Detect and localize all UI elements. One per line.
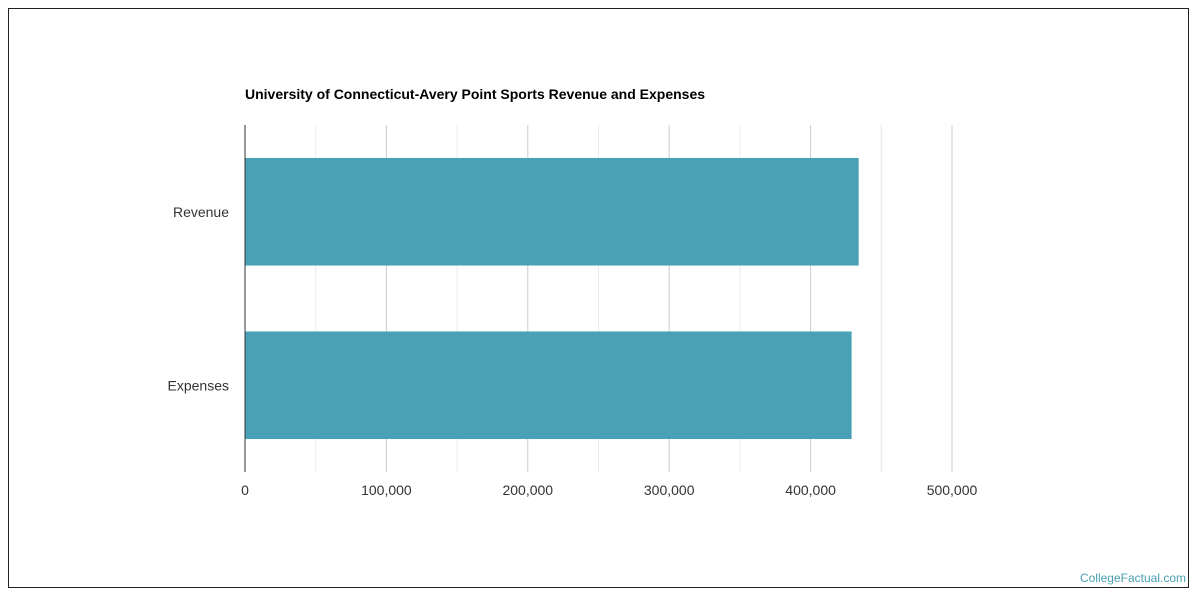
x-tick-label: 400,000 [785, 482, 836, 498]
x-tick-label: 300,000 [644, 482, 695, 498]
x-tick-label: 0 [241, 482, 249, 498]
x-tick-label: 100,000 [361, 482, 412, 498]
category-label-revenue: Revenue [173, 204, 229, 220]
watermark: CollegeFactual.com [1079, 571, 1186, 585]
bar-revenue [245, 157, 859, 266]
category-label-expenses: Expenses [168, 377, 229, 393]
chart-title: University of Connecticut-Avery Point Sp… [245, 86, 705, 102]
x-tick-label: 200,000 [502, 482, 553, 498]
bar-expenses [245, 331, 852, 440]
x-tick-label: 500,000 [927, 482, 978, 498]
